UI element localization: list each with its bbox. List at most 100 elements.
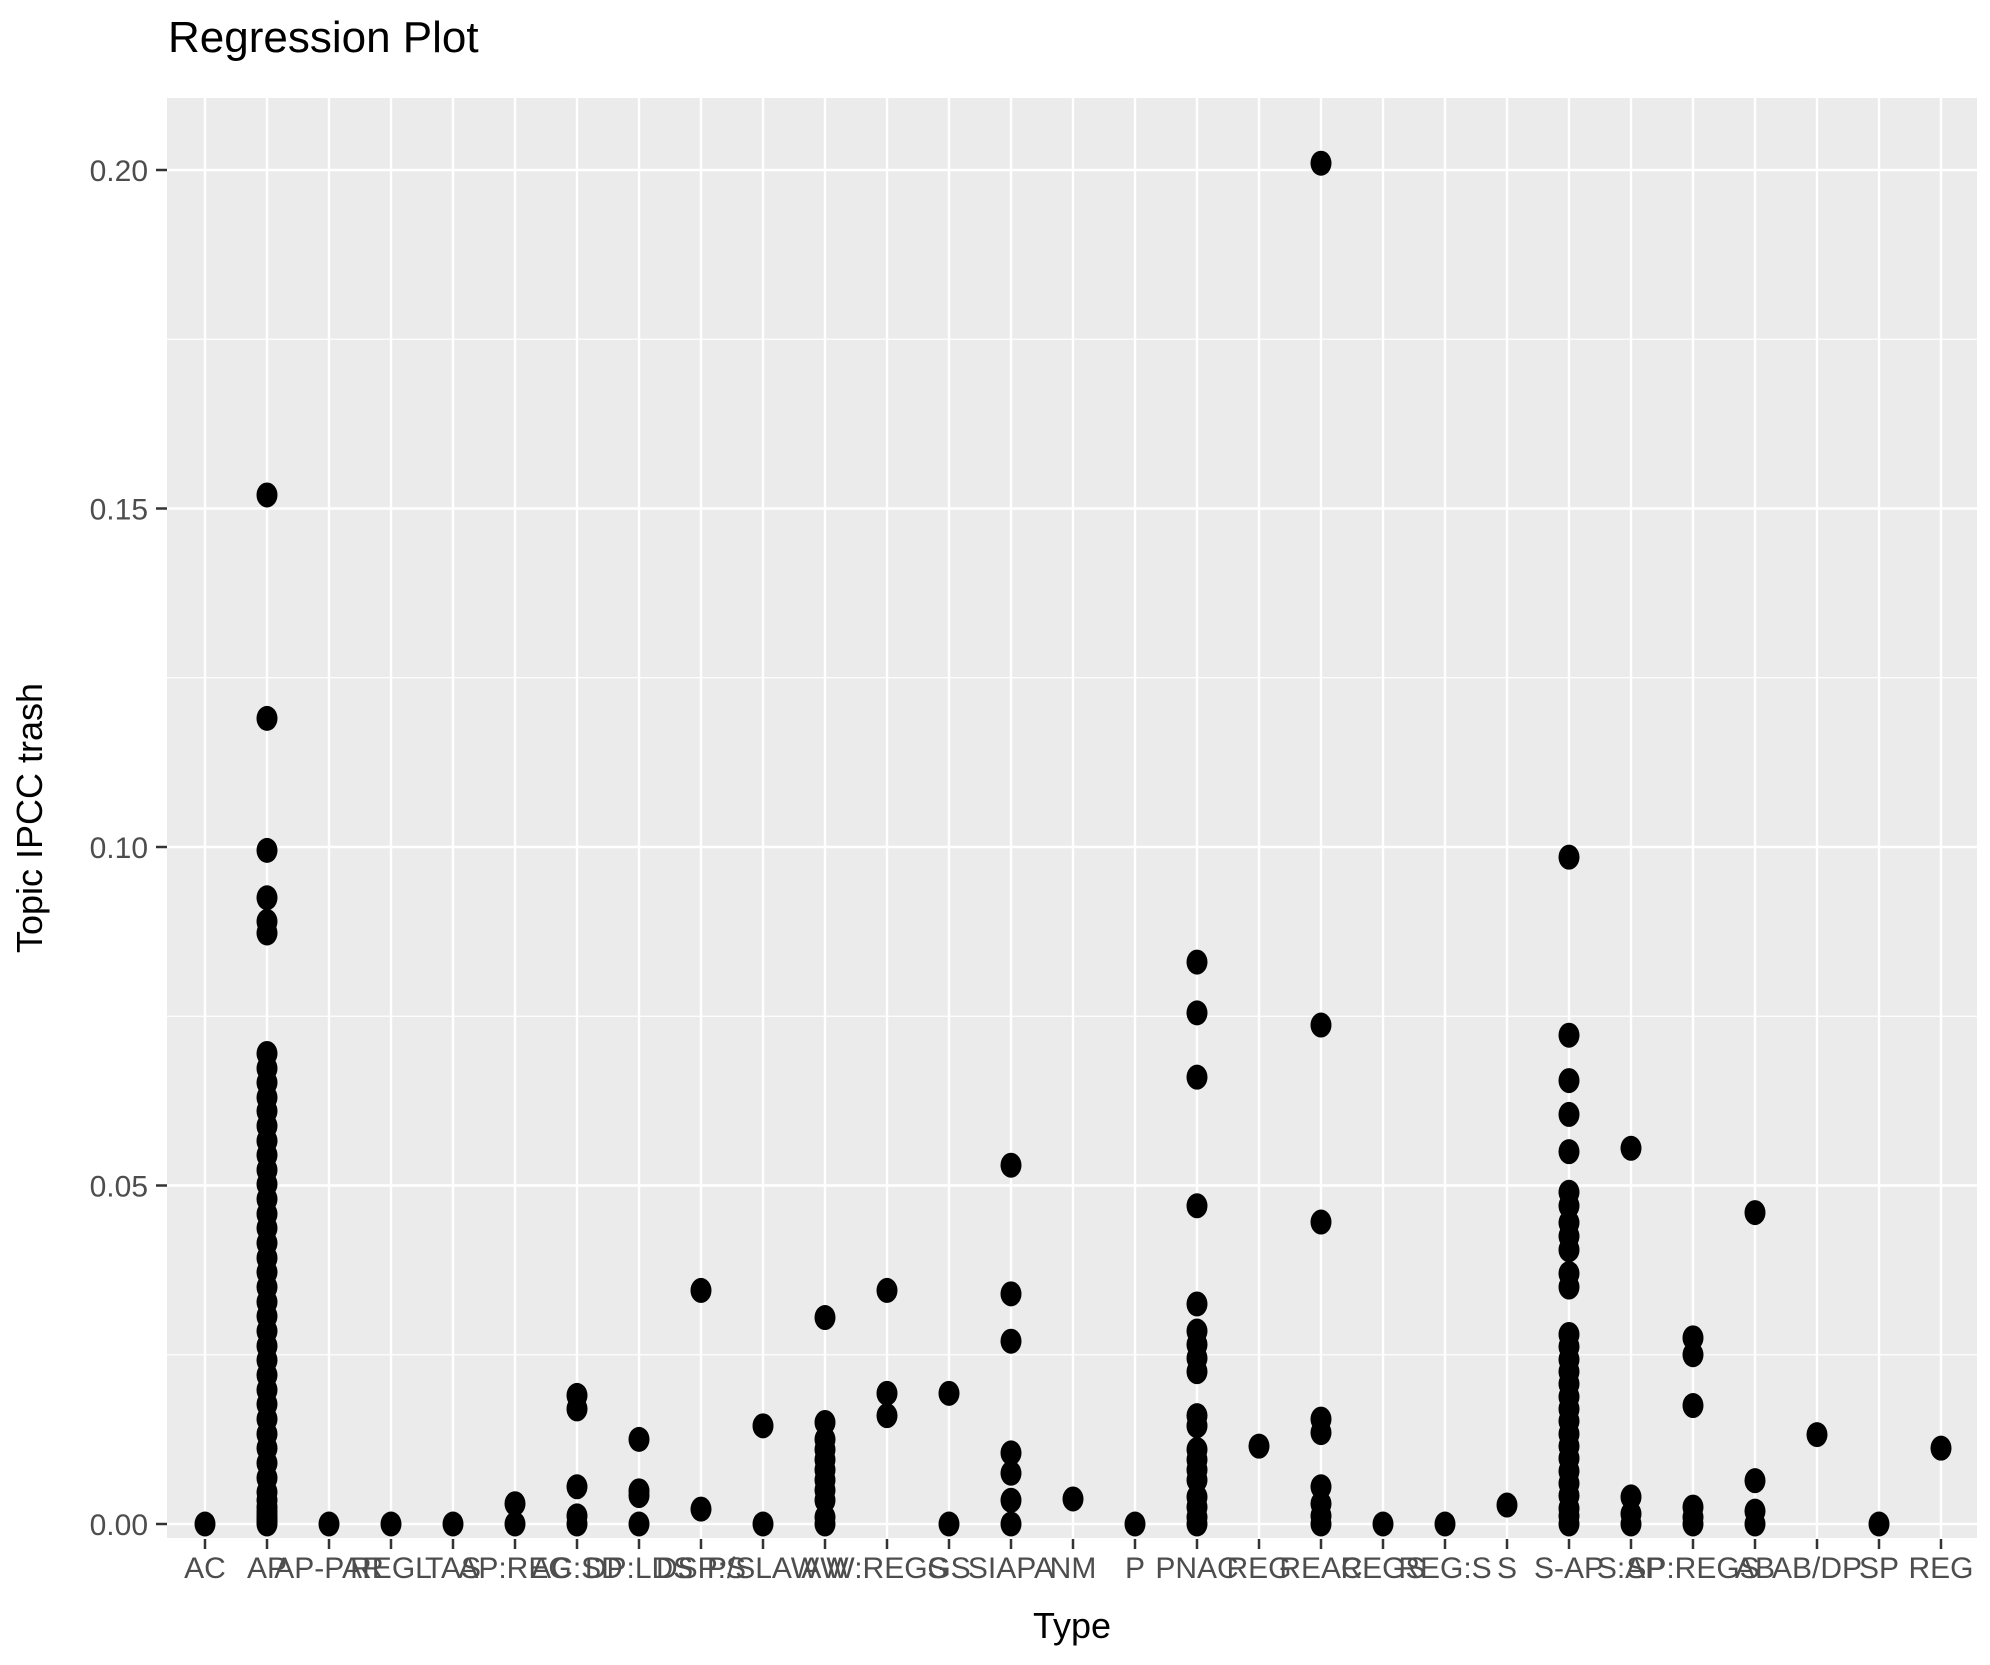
data-point	[566, 1503, 588, 1529]
x-tick-label: DP:LDS	[585, 1552, 693, 1585]
data-point	[1744, 1200, 1766, 1226]
data-point	[690, 1496, 712, 1522]
data-point	[1496, 1492, 1518, 1518]
x-tick-label: SIAPA	[968, 1552, 1054, 1585]
data-point	[1558, 1237, 1580, 1263]
x-tick-label: P/SLAW	[707, 1552, 820, 1585]
data-point	[1248, 1433, 1270, 1459]
data-point	[1186, 1359, 1208, 1385]
data-point	[1000, 1440, 1022, 1466]
x-tick-label: REG	[1226, 1552, 1291, 1585]
data-point	[1620, 1511, 1642, 1537]
x-tick-label: REGS	[1340, 1552, 1425, 1585]
data-point	[628, 1511, 650, 1537]
x-tick-label: REAC	[1279, 1552, 1362, 1585]
x-tick-label: SP	[1859, 1552, 1899, 1585]
data-point	[256, 920, 278, 946]
data-point	[504, 1511, 526, 1537]
chart-title: Regression Plot	[168, 13, 479, 62]
data-point	[1310, 1511, 1332, 1537]
x-tick-label: SP:REGS	[1626, 1552, 1759, 1585]
data-point	[1310, 1420, 1332, 1446]
x-tick-label: AB/DP	[1772, 1552, 1862, 1585]
x-tick-label: DSP:S	[656, 1552, 746, 1585]
data-point	[628, 1426, 650, 1452]
data-point	[256, 885, 278, 911]
data-point	[1186, 1193, 1208, 1219]
data-point	[504, 1491, 526, 1517]
data-point	[256, 1511, 278, 1537]
data-point	[1186, 1000, 1208, 1026]
y-tick-label: 0.15	[90, 494, 148, 527]
x-tick-label: AP-PAR	[274, 1552, 383, 1585]
y-tick-label: 0.20	[90, 155, 148, 188]
data-point	[1682, 1511, 1704, 1537]
data-point	[1744, 1468, 1766, 1494]
data-point	[814, 1305, 836, 1331]
x-tick-label: S-AP	[1534, 1552, 1604, 1585]
data-point	[1868, 1511, 1890, 1537]
x-tick-label: NM	[1050, 1552, 1097, 1585]
x-tick-label: TAS	[425, 1552, 481, 1585]
x-axis-title: Type	[1033, 1605, 1111, 1646]
x-tick-label: REG:S	[1398, 1552, 1491, 1585]
x-tick-label: GS	[927, 1552, 970, 1585]
data-point	[1620, 1135, 1642, 1161]
data-point	[1558, 1068, 1580, 1094]
x-tick-label: AP	[247, 1552, 287, 1585]
data-point	[1000, 1460, 1022, 1486]
y-tick-label: 0.10	[90, 832, 148, 865]
data-point	[380, 1511, 402, 1537]
x-tick-label: AB	[1735, 1552, 1775, 1585]
data-point	[1682, 1342, 1704, 1368]
x-tick-label: S	[1497, 1552, 1517, 1585]
data-point	[690, 1277, 712, 1303]
y-tick-label: 0.05	[90, 1171, 148, 1204]
x-tick-label: REGL	[350, 1552, 432, 1585]
data-point	[876, 1380, 898, 1406]
data-point	[938, 1380, 960, 1406]
x-tick-label: P	[1125, 1552, 1145, 1585]
data-point	[1062, 1486, 1084, 1512]
data-point	[1186, 1413, 1208, 1439]
data-point	[1000, 1328, 1022, 1354]
data-point	[1434, 1511, 1456, 1537]
x-tick-label: AW	[801, 1552, 849, 1585]
x-tick-label: AP:REG	[458, 1552, 571, 1585]
data-point	[442, 1511, 464, 1537]
data-point	[1000, 1511, 1022, 1537]
x-tick-label: AC	[184, 1552, 226, 1585]
data-point	[1806, 1422, 1828, 1448]
data-point	[1744, 1511, 1766, 1537]
data-point	[1558, 1139, 1580, 1165]
data-point	[1000, 1487, 1022, 1513]
data-point	[1558, 1274, 1580, 1300]
data-point	[1930, 1435, 1952, 1461]
data-point	[1558, 1101, 1580, 1127]
data-point	[194, 1511, 216, 1537]
y-tick-label: 0.00	[90, 1509, 148, 1542]
data-point	[1000, 1152, 1022, 1178]
data-point	[256, 482, 278, 508]
data-point	[814, 1409, 836, 1435]
data-point	[1186, 1064, 1208, 1090]
data-point	[1682, 1393, 1704, 1419]
data-point	[1310, 1209, 1332, 1235]
data-point	[876, 1403, 898, 1429]
x-tick-label: PNAC	[1155, 1552, 1238, 1585]
data-point	[1558, 1022, 1580, 1048]
x-tick-label: W:REGS	[826, 1552, 947, 1585]
data-point	[1558, 844, 1580, 870]
data-point	[1310, 1012, 1332, 1038]
data-point	[1186, 1291, 1208, 1317]
data-point	[1558, 1511, 1580, 1537]
x-tick-label: S:AP	[1597, 1552, 1665, 1585]
data-point	[566, 1474, 588, 1500]
data-point	[318, 1511, 340, 1537]
x-tick-label: AC:SD	[531, 1552, 623, 1585]
y-axis-title: Topic IPCC trash	[9, 683, 50, 953]
data-point	[752, 1511, 774, 1537]
data-point	[1000, 1281, 1022, 1307]
